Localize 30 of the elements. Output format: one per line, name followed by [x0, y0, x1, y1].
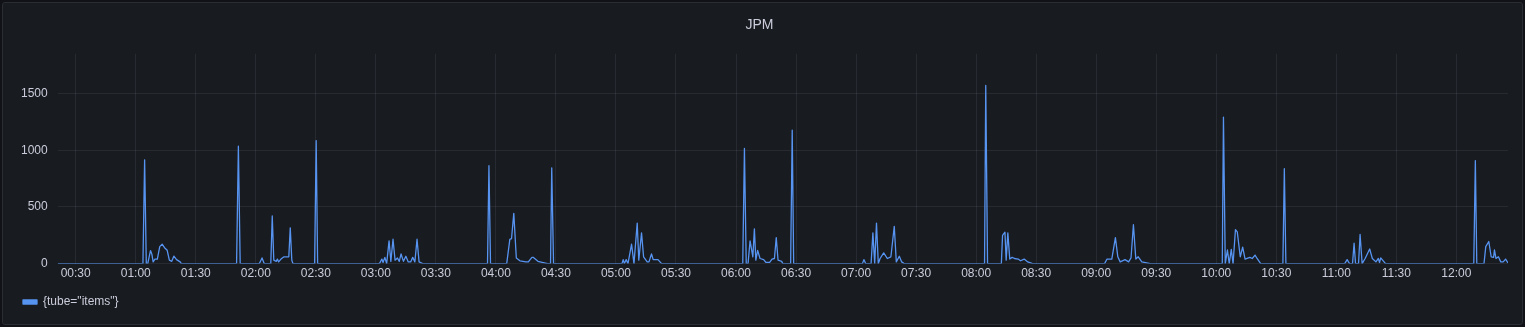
y-tick-label: 0	[41, 255, 49, 270]
legend-label: {tube="items"}	[43, 294, 119, 309]
x-tick-label: 03:00	[360, 266, 392, 281]
x-tick-label: 08:30	[1021, 266, 1052, 281]
x-tick-label: 04:30	[540, 266, 572, 281]
x-tick-label: 03:30	[420, 266, 452, 281]
x-tick-label: 10:00	[1201, 266, 1232, 281]
x-tick-label: 09:00	[1081, 266, 1112, 281]
x-tick-label: 11:00	[1321, 266, 1352, 281]
chart-title: JPM	[745, 16, 774, 33]
y-tick-label: 500	[27, 199, 49, 214]
x-tick-label: 12:00	[1441, 266, 1472, 281]
y-tick-label: 1500	[20, 85, 49, 100]
x-tick-label: 06:30	[781, 266, 812, 281]
x-tick-label: 01:30	[180, 266, 212, 281]
x-tick-label: 07:30	[901, 266, 932, 281]
x-tick-label: 05:30	[660, 266, 692, 281]
x-tick-label: 09:30	[1141, 266, 1172, 281]
y-tick-label: 1000	[20, 142, 49, 157]
x-tick-label: 01:00	[120, 266, 152, 281]
x-tick-label: 11:30	[1381, 266, 1412, 281]
x-tick-label: 02:00	[240, 266, 272, 281]
x-tick-label: 07:00	[841, 266, 872, 281]
x-tick-label: 04:00	[480, 266, 512, 281]
x-tick-label: 06:00	[721, 266, 752, 281]
x-tick-label: 08:00	[961, 266, 992, 281]
x-tick-label: 10:30	[1261, 266, 1292, 281]
x-tick-label: 02:30	[300, 266, 332, 281]
x-tick-label: 00:30	[60, 266, 92, 281]
x-tick-label: 05:00	[600, 266, 632, 281]
